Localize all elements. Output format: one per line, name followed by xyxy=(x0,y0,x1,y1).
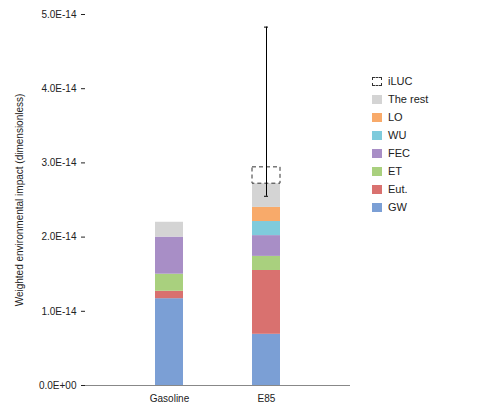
html-text:FEC: FEC xyxy=(388,147,410,159)
svg-text:1.0E-14: 1.0E-14 xyxy=(41,306,76,317)
html-text:ET: ET xyxy=(388,165,403,177)
html-text:The rest: The rest xyxy=(388,93,429,105)
svg-text:Weighted environmental impact: Weighted environmental impact (dimension… xyxy=(14,94,25,307)
html-text:Eut.: Eut. xyxy=(388,183,408,195)
svg-text:4.0E-14: 4.0E-14 xyxy=(41,83,76,94)
svg-text:3.0E-14: 3.0E-14 xyxy=(41,157,76,168)
svg-text:5.0E-14: 5.0E-14 xyxy=(41,9,76,20)
svg-text:E85: E85 xyxy=(258,393,276,404)
html-text:GW: GW xyxy=(388,201,407,213)
svg-text:Gasoline: Gasoline xyxy=(150,393,190,404)
html-text:WU: WU xyxy=(388,129,407,141)
html-text:LO: LO xyxy=(388,111,403,123)
html-text:iLUC: iLUC xyxy=(388,75,413,87)
svg-text:0.0E+00: 0.0E+00 xyxy=(39,380,77,391)
svg-text:2.0E-14: 2.0E-14 xyxy=(41,231,76,242)
